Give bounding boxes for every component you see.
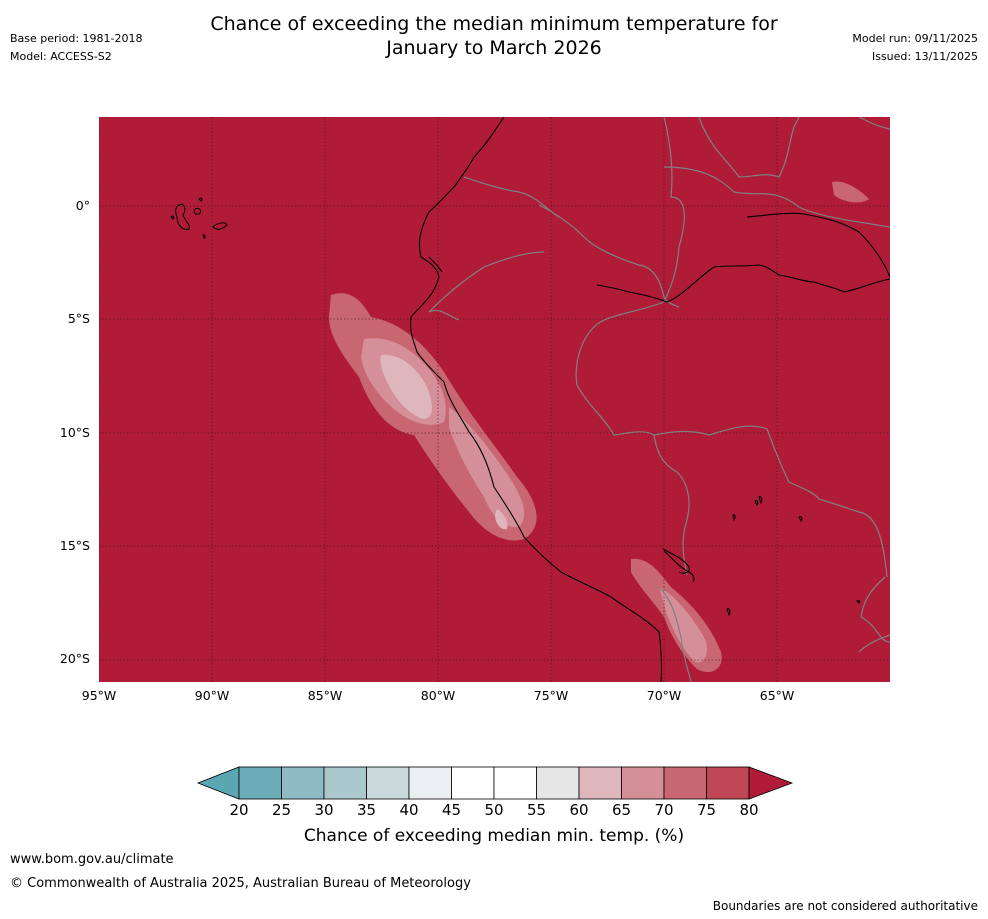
contour-75-island bbox=[832, 181, 869, 203]
colorbar-tick-55: 55 bbox=[526, 801, 547, 819]
colorbar-tick-75: 75 bbox=[696, 801, 717, 819]
meta-right: Model run: 09/11/2025 Issued: 13/11/2025 bbox=[852, 30, 978, 66]
lake-features bbox=[662, 496, 861, 617]
contour-65-b bbox=[449, 407, 525, 528]
colorbar-segment-75 bbox=[706, 766, 750, 800]
colorbar-segment-55 bbox=[536, 766, 580, 800]
lat-label-15s: 15°S bbox=[59, 538, 90, 553]
colorbar-tick-65: 65 bbox=[611, 801, 632, 819]
colorbar-over-arrow bbox=[748, 766, 794, 800]
colorbar-tick-70: 70 bbox=[654, 801, 674, 819]
issued-date: Issued: 13/11/2025 bbox=[871, 50, 978, 63]
colorbar-tick-50: 50 bbox=[484, 801, 504, 819]
colorbar-segment-25 bbox=[281, 766, 325, 800]
copyright-notice: © Commonwealth of Australia 2025, Austra… bbox=[10, 876, 471, 891]
lat-label-0: 0° bbox=[75, 198, 90, 213]
lat-label-20s: 20°S bbox=[59, 651, 90, 666]
boundary-disclaimer: Boundaries are not considered authoritat… bbox=[712, 899, 978, 913]
colorbar-tick-40: 40 bbox=[399, 801, 419, 819]
colorbar-tick-80: 80 bbox=[739, 801, 759, 819]
national-borders bbox=[428, 117, 890, 682]
lon-label-70w: 70°W bbox=[646, 688, 682, 703]
colorbar-tick-25: 25 bbox=[271, 801, 292, 819]
title-line-1: Chance of exceeding the median minimum t… bbox=[210, 13, 778, 35]
title-line-2: January to March 2026 bbox=[386, 37, 602, 59]
colorbar-segment-30 bbox=[323, 766, 367, 800]
galapagos-islands bbox=[170, 197, 228, 239]
lon-label-95w: 95°W bbox=[81, 688, 117, 703]
probability-contours bbox=[329, 181, 869, 673]
colorbar-segment-40 bbox=[408, 766, 452, 800]
colorbar-under-arrow bbox=[196, 766, 240, 800]
colorbar-segment-60 bbox=[578, 766, 622, 800]
colorbar-segment-20 bbox=[238, 766, 282, 800]
lat-label-5s: 5°S bbox=[67, 311, 90, 326]
colorbar-tick-60: 60 bbox=[569, 801, 589, 819]
lat-label-10s: 10°S bbox=[59, 425, 90, 440]
colorbar-segment-35 bbox=[366, 766, 410, 800]
contour-60 bbox=[380, 354, 432, 419]
model-name: Model: ACCESS-S2 bbox=[10, 50, 112, 63]
colorbar-segment-70 bbox=[663, 766, 707, 800]
colorbar-tick-20: 20 bbox=[229, 801, 249, 819]
map-canvas bbox=[99, 117, 890, 682]
colorbar bbox=[196, 766, 794, 800]
colorbar-segment-50 bbox=[493, 766, 537, 800]
contour-60-b bbox=[495, 509, 508, 530]
colorbar-tick-45: 45 bbox=[441, 801, 462, 819]
lon-label-75w: 75°W bbox=[533, 688, 569, 703]
map-gridlines bbox=[99, 117, 890, 682]
base-period: Base period: 1981-2018 bbox=[10, 32, 143, 45]
lon-label-85w: 85°W bbox=[307, 688, 343, 703]
map-title: Chance of exceeding the median minimum t… bbox=[0, 12, 988, 60]
website-link[interactable]: www.bom.gov.au/climate bbox=[10, 852, 174, 867]
colorbar-segment-45 bbox=[451, 766, 495, 800]
lon-label-90w: 90°W bbox=[194, 688, 230, 703]
model-run-date: Model run: 09/11/2025 bbox=[852, 32, 978, 45]
coastlines bbox=[410, 117, 890, 682]
meta-left: Base period: 1981-2018 Model: ACCESS-S2 bbox=[10, 30, 142, 66]
lon-label-65w: 65°W bbox=[759, 688, 795, 703]
colorbar-tick-35: 35 bbox=[356, 801, 377, 819]
colorbar-tick-30: 30 bbox=[314, 801, 334, 819]
colorbar-label: Chance of exceeding median min. temp. (%… bbox=[303, 826, 685, 846]
map-area bbox=[99, 117, 890, 682]
map-background bbox=[99, 117, 890, 682]
lon-label-80w: 80°W bbox=[420, 688, 456, 703]
contour-65-south bbox=[659, 587, 708, 663]
colorbar-segment-65 bbox=[621, 766, 665, 800]
